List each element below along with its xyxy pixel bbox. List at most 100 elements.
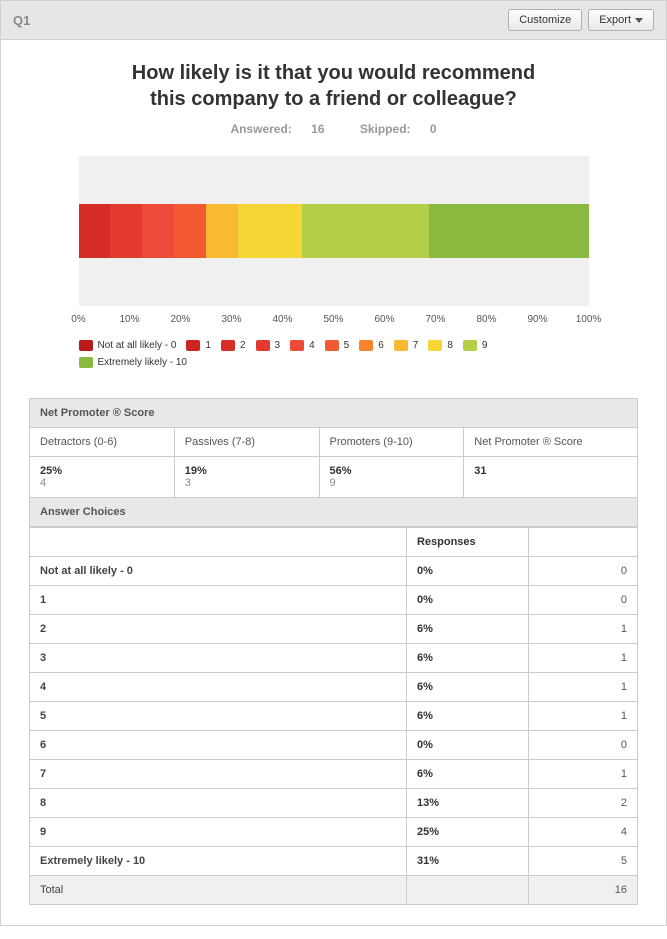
total-count: 16: [528, 876, 637, 905]
export-button[interactable]: Export: [588, 9, 654, 31]
table-row: 46%1: [30, 673, 638, 702]
choice-label: Extremely likely - 10: [30, 847, 407, 876]
nps-grid: Detractors (0-6)Passives (7-8)Promoters …: [29, 428, 638, 498]
legend-swatch: [394, 340, 408, 351]
legend-label: Extremely likely - 10: [98, 357, 187, 368]
header-buttons: Customize Export: [508, 9, 654, 31]
legend-swatch: [186, 340, 200, 351]
legend-label: Not at all likely - 0: [98, 340, 177, 351]
table-row: 925%4: [30, 818, 638, 847]
axis-tick: 0%: [71, 314, 85, 325]
table-row: Not at all likely - 00%0: [30, 557, 638, 586]
legend-swatch: [359, 340, 373, 351]
nps-chart: 0%10%20%30%40%50%60%70%80%90%100% Not at…: [79, 156, 589, 368]
table-row: Extremely likely - 1031%5: [30, 847, 638, 876]
choice-label: 8: [30, 789, 407, 818]
response-stats: Answered: 16 Skipped: 0: [29, 122, 638, 136]
panel-content: How likely is it that you would recommen…: [1, 40, 666, 925]
skipped-stat: Skipped: 0: [352, 122, 445, 136]
nps-column-head: Passives (7-8): [175, 428, 320, 457]
choice-pct: 13%: [406, 789, 528, 818]
legend-label: 9: [482, 340, 488, 351]
answered-stat: Answered: 16: [222, 122, 335, 136]
legend-swatch: [325, 340, 339, 351]
chart-area: [79, 156, 589, 306]
legend-label: 7: [413, 340, 419, 351]
choices-section-header: Answer Choices: [29, 498, 638, 527]
choice-pct: 6%: [406, 760, 528, 789]
choice-label: 5: [30, 702, 407, 731]
legend-item: 5: [325, 340, 350, 351]
answer-choices-section: Answer Choices Responses Not at all like…: [29, 498, 638, 905]
legend-swatch: [256, 340, 270, 351]
bar-segment: [429, 204, 588, 258]
axis-tick: 30%: [221, 314, 241, 325]
choice-pct: 6%: [406, 615, 528, 644]
legend-label: 3: [275, 340, 281, 351]
legend-item: 2: [221, 340, 246, 351]
bar-segment: [302, 204, 430, 258]
export-label: Export: [599, 14, 631, 26]
legend-label: 6: [378, 340, 384, 351]
customize-label: Customize: [519, 14, 571, 26]
table-row: 76%1: [30, 760, 638, 789]
legend-label: 2: [240, 340, 246, 351]
choice-count: 0: [528, 586, 637, 615]
nps-column-head: Net Promoter ® Score: [464, 428, 638, 457]
choice-label: 2: [30, 615, 407, 644]
nps-pct: 25%: [40, 465, 62, 477]
nps-score-section: Net Promoter ® Score Detractors (0-6)Pas…: [29, 398, 638, 498]
choice-pct: 0%: [406, 586, 528, 615]
bar-segment: [238, 204, 302, 258]
nps-pct: 31: [474, 465, 486, 477]
legend-item: Extremely likely - 10: [79, 357, 187, 368]
axis-tick: 90%: [527, 314, 547, 325]
axis-tick: 70%: [425, 314, 445, 325]
choice-count: 5: [528, 847, 637, 876]
choices-header-row: Responses: [30, 528, 638, 557]
legend-item: 9: [463, 340, 488, 351]
table-row: 36%1: [30, 644, 638, 673]
chart-legend: Not at all likely - 0123456789Extremely …: [79, 340, 589, 368]
chart-x-axis: 0%10%20%30%40%50%60%70%80%90%100%: [79, 312, 589, 332]
nps-count: 3: [185, 477, 309, 489]
nps-pct: 19%: [185, 465, 207, 477]
total-label: Total: [30, 876, 407, 905]
bar-segment: [206, 204, 238, 258]
choice-pct: 6%: [406, 673, 528, 702]
legend-label: 5: [344, 340, 350, 351]
bar-segment: [142, 204, 174, 258]
legend-item: 7: [394, 340, 419, 351]
legend-item: 1: [186, 340, 211, 351]
nps-count: 4: [40, 477, 164, 489]
axis-tick: 50%: [323, 314, 343, 325]
choice-count: 1: [528, 760, 637, 789]
axis-tick: 20%: [170, 314, 190, 325]
table-row: 60%0: [30, 731, 638, 760]
legend-item: 4: [290, 340, 315, 351]
table-row: 10%0: [30, 586, 638, 615]
table-row: 813%2: [30, 789, 638, 818]
choices-label-head: [30, 528, 407, 557]
table-row: 26%1: [30, 615, 638, 644]
choice-count: 1: [528, 615, 637, 644]
nps-column-value: 25%4: [30, 457, 175, 498]
choice-count: 2: [528, 789, 637, 818]
axis-tick: 60%: [374, 314, 394, 325]
legend-item: Not at all likely - 0: [79, 340, 177, 351]
choice-label: 4: [30, 673, 407, 702]
legend-swatch: [79, 340, 93, 351]
legend-item: 3: [256, 340, 281, 351]
legend-label: 1: [205, 340, 211, 351]
responses-head: Responses: [406, 528, 528, 557]
choices-table: Responses Not at all likely - 00%010%026…: [29, 527, 638, 905]
table-row: 56%1: [30, 702, 638, 731]
total-row: Total 16: [30, 876, 638, 905]
nps-pct: 56%: [330, 465, 352, 477]
customize-button[interactable]: Customize: [508, 9, 582, 31]
choice-pct: 31%: [406, 847, 528, 876]
choice-label: 7: [30, 760, 407, 789]
legend-swatch: [79, 357, 93, 368]
question-id-label: Q1: [13, 13, 30, 28]
choice-pct: 0%: [406, 557, 528, 586]
